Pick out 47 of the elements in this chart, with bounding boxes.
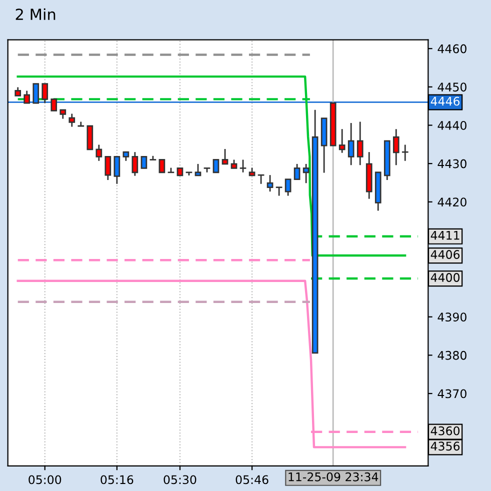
y-tick-label: 4440 — [438, 120, 466, 130]
candlestick — [284, 178, 292, 196]
text: 11-25-09 23:34 — [288, 472, 378, 482]
y-tick-label: 4420 — [438, 198, 466, 207]
x-tick-label: 05:00 — [28, 475, 62, 484]
candlestick — [24, 90, 30, 104]
annotation: 4411 — [430, 231, 460, 240]
candlestick — [86, 125, 94, 150]
candlestick — [348, 122, 354, 166]
annotation: 4406 — [430, 250, 460, 259]
candlestick — [132, 151, 138, 177]
candlestick — [42, 83, 48, 104]
y-tick-label: 4450 — [438, 82, 466, 92]
candlestick — [240, 159, 246, 174]
annotation: 4356 — [430, 442, 460, 451]
candlestick — [222, 148, 228, 165]
candlestick — [114, 156, 120, 185]
y-tick-label: 4370 — [438, 389, 466, 398]
candlestick — [392, 128, 400, 166]
candlestick — [104, 156, 112, 181]
candlestick — [68, 113, 76, 128]
candlestick — [338, 128, 346, 154]
candlestick — [194, 163, 202, 176]
candlestick — [96, 144, 102, 162]
ref-line-label: 4446 — [430, 96, 460, 106]
candlestick — [78, 121, 84, 127]
candlestick — [356, 121, 364, 166]
y-tick-label: 4390 — [438, 312, 466, 322]
candlestick — [276, 186, 282, 196]
candlestick — [158, 159, 166, 174]
chart-title: 2 Min — [16, 8, 56, 20]
candlestick — [140, 156, 148, 169]
x-tick-label: 05:16 — [100, 475, 134, 484]
x-tick-label: 05:30 — [164, 475, 196, 484]
candlestick — [212, 159, 220, 174]
annotation: 4400 — [430, 273, 460, 282]
y-tick-label: 4430 — [438, 159, 466, 168]
candlestick — [302, 163, 310, 184]
candlestick — [50, 98, 58, 112]
candlestick — [294, 163, 300, 180]
candlestick — [402, 144, 408, 162]
candlestick — [266, 174, 274, 192]
candlestick — [32, 83, 40, 104]
y-tick-label: 4380 — [438, 350, 466, 360]
y-tick-label: 4460 — [438, 44, 466, 54]
x-tick-label: 05:46 — [236, 475, 268, 484]
annotation: 4360 — [430, 426, 460, 436]
